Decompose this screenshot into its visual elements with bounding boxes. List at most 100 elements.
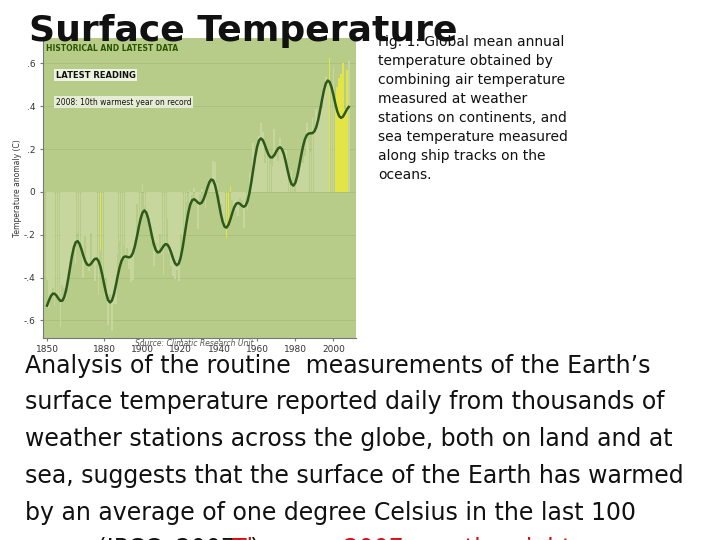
Bar xyxy=(125,192,126,259)
Bar xyxy=(275,158,277,192)
Bar xyxy=(81,192,82,245)
Bar xyxy=(231,192,233,200)
Bar xyxy=(98,192,99,295)
Text: Surface Temperature: Surface Temperature xyxy=(29,14,457,48)
Bar xyxy=(204,192,207,207)
Bar xyxy=(348,61,350,192)
Bar xyxy=(344,109,346,192)
Bar xyxy=(281,147,283,192)
Bar xyxy=(165,192,166,246)
Bar xyxy=(92,192,94,262)
Bar xyxy=(61,192,63,286)
Bar xyxy=(270,164,271,192)
Bar xyxy=(291,170,292,192)
Bar xyxy=(218,192,220,195)
Text: by an average of one degree Celsius in the last 100: by an average of one degree Celsius in t… xyxy=(25,501,636,524)
Bar xyxy=(174,192,176,279)
Bar xyxy=(90,192,91,233)
Bar xyxy=(268,154,269,192)
Bar xyxy=(171,192,172,266)
Bar xyxy=(308,143,310,192)
Bar xyxy=(283,155,284,192)
Bar xyxy=(176,192,178,270)
Bar xyxy=(151,192,153,241)
Bar xyxy=(182,192,184,252)
Bar xyxy=(107,192,109,325)
Bar xyxy=(248,172,251,192)
Bar xyxy=(314,131,315,192)
Text: sea, suggests that the surface of the Earth has warmed: sea, suggests that the surface of the Ea… xyxy=(25,464,684,488)
Bar xyxy=(73,192,75,252)
Bar xyxy=(145,192,147,211)
Bar xyxy=(277,161,279,192)
Text: surface temperature reported daily from thousands of: surface temperature reported daily from … xyxy=(25,390,665,414)
Bar xyxy=(298,174,300,192)
Text: Source: Climatic Research Unit: Source: Climatic Research Unit xyxy=(135,339,253,348)
Bar xyxy=(130,192,132,282)
Bar xyxy=(50,192,52,296)
Bar xyxy=(99,192,102,251)
Bar xyxy=(333,68,334,192)
Bar xyxy=(89,192,90,271)
Bar xyxy=(132,192,134,280)
Bar xyxy=(251,179,252,192)
Bar xyxy=(48,192,50,307)
Bar xyxy=(329,58,330,192)
Bar xyxy=(122,192,125,245)
Bar xyxy=(149,192,151,230)
Bar xyxy=(264,163,266,192)
Bar xyxy=(105,192,107,278)
Bar xyxy=(266,147,267,192)
Bar xyxy=(241,192,243,200)
Bar xyxy=(327,82,328,192)
Bar xyxy=(243,192,245,228)
Bar xyxy=(207,191,208,192)
Bar xyxy=(262,132,264,192)
Bar xyxy=(178,192,179,281)
Bar xyxy=(233,192,235,213)
Bar xyxy=(258,136,260,192)
Bar xyxy=(193,188,195,192)
Bar xyxy=(153,192,155,266)
Bar xyxy=(321,107,323,192)
Bar xyxy=(247,192,248,210)
Bar xyxy=(199,192,201,194)
Bar xyxy=(245,192,246,198)
Bar xyxy=(77,192,78,233)
Y-axis label: Temperature anomaly (C): Temperature anomaly (C) xyxy=(13,139,22,237)
Bar xyxy=(226,192,228,238)
Bar xyxy=(285,150,287,192)
Bar xyxy=(237,192,239,216)
Bar xyxy=(302,163,304,192)
Bar xyxy=(142,184,143,192)
Bar xyxy=(260,123,262,192)
Bar xyxy=(136,192,138,204)
Bar xyxy=(216,184,217,192)
Bar xyxy=(166,192,168,219)
Bar xyxy=(338,78,340,192)
Bar xyxy=(134,192,135,240)
Text: 2008: 10th warmest year on record: 2008: 10th warmest year on record xyxy=(55,98,192,107)
Bar xyxy=(109,192,111,294)
Text: years (IPCC, 2007a).: years (IPCC, 2007a). xyxy=(25,537,274,540)
Bar xyxy=(239,192,240,198)
Bar xyxy=(256,151,258,192)
Bar xyxy=(189,192,191,208)
Bar xyxy=(209,191,210,192)
Bar xyxy=(83,192,84,278)
Text: HISTORICAL AND LATEST DATA: HISTORICAL AND LATEST DATA xyxy=(46,44,179,53)
Bar xyxy=(69,192,71,261)
Bar xyxy=(159,192,161,234)
Bar xyxy=(180,192,181,235)
Bar xyxy=(96,192,97,265)
Bar xyxy=(228,192,229,226)
Bar xyxy=(342,63,344,192)
Bar xyxy=(336,86,338,192)
Bar xyxy=(172,192,174,276)
Bar xyxy=(274,129,275,192)
Bar xyxy=(224,192,225,228)
Bar xyxy=(138,192,140,224)
Bar xyxy=(58,192,59,299)
Bar xyxy=(300,153,302,192)
Bar xyxy=(271,167,273,192)
